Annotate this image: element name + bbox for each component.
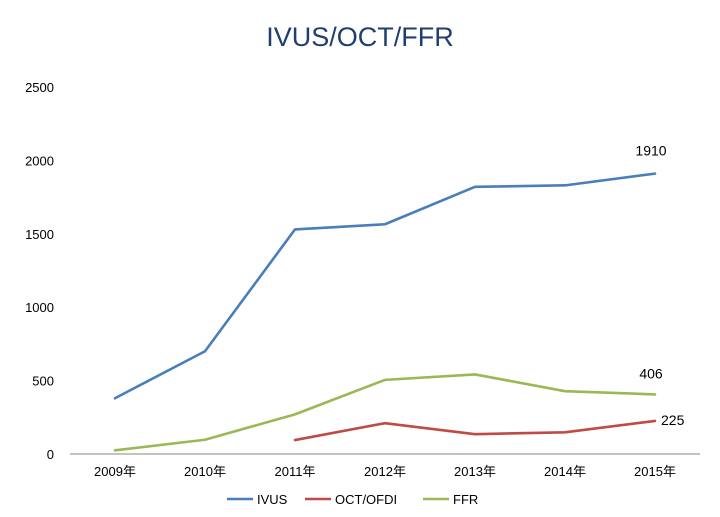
y-tick-label: 1500 bbox=[25, 227, 54, 242]
x-tick-label: 2010年 bbox=[184, 464, 226, 479]
data-label: 1910 bbox=[635, 143, 666, 159]
series-lines bbox=[113, 172, 657, 452]
legend-label: FFR bbox=[453, 492, 478, 507]
legend: IVUS OCT/OFDI FFR bbox=[227, 492, 478, 507]
series-line-oct-ofdi bbox=[293, 419, 657, 442]
y-tick-label: 1000 bbox=[25, 300, 54, 315]
y-tick-label: 500 bbox=[32, 374, 54, 389]
y-axis-tick-labels: 0 500 1000 1500 2000 2500 bbox=[25, 80, 54, 462]
legend-label: OCT/OFDI bbox=[335, 492, 397, 507]
chart-title: IVUS/OCT/FFR bbox=[266, 22, 454, 52]
x-tick-label: 2009年 bbox=[94, 464, 136, 479]
y-tick-label: 2500 bbox=[25, 80, 54, 95]
series-line-ffr bbox=[113, 373, 657, 452]
y-tick-label: 2000 bbox=[25, 153, 54, 168]
x-tick-label: 2011年 bbox=[275, 464, 316, 479]
x-tick-label: 2014年 bbox=[544, 464, 586, 479]
series-line-ivus bbox=[113, 172, 657, 400]
legend-label: IVUS bbox=[257, 492, 288, 507]
x-tick-label: 2013年 bbox=[454, 464, 496, 479]
data-labels: 1910 406 225 bbox=[635, 143, 684, 428]
x-tick-label: 2012年 bbox=[364, 464, 406, 479]
x-tick-label: 2015年 bbox=[634, 464, 676, 479]
x-axis-tick-labels: 2009年 2010年 2011年 2012年 2013年 2014年 2015年 bbox=[94, 464, 676, 479]
y-tick-label: 0 bbox=[47, 447, 54, 462]
data-label: 225 bbox=[661, 412, 685, 428]
data-label: 406 bbox=[639, 365, 663, 381]
